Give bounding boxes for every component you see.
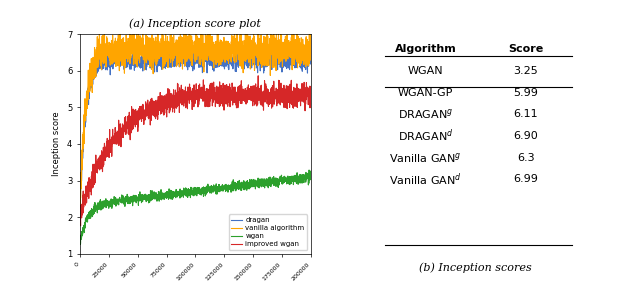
dragan [258,59,266,62]
Legend: dragan, vanilla algorithm, wgan, improved wgan: dragan, vanilla algorithm, wgan, improve… [228,214,307,250]
vanilla algorithm [300,60,308,63]
dragan [307,62,314,65]
vanilla algorithm [300,45,308,48]
vanilla algorithm [76,212,84,215]
Line: vanilla algorithm: vanilla algorithm [80,25,310,214]
vanilla algorithm [88,58,96,61]
wgan [188,190,196,193]
wgan [258,180,266,184]
Text: (b) Inception scores: (b) Inception scores [419,262,532,273]
improved wgan [182,95,190,98]
vanilla algorithm [258,49,266,53]
vanilla algorithm [188,62,196,65]
Y-axis label: Inception score: Inception score [52,112,61,176]
improved wgan [188,91,196,95]
improved wgan [77,224,84,227]
wgan [77,243,84,246]
vanilla algorithm [277,23,285,27]
Line: improved wgan: improved wgan [80,76,310,226]
improved wgan [258,99,266,103]
dragan [88,79,95,82]
dragan [300,57,308,61]
dragan [182,54,190,57]
improved wgan [254,74,262,78]
improved wgan [300,81,308,84]
wgan [307,177,314,181]
dragan [188,61,196,65]
Title: (a) Inception score plot: (a) Inception score plot [129,19,261,29]
wgan [182,192,190,195]
improved wgan [88,175,96,178]
wgan [76,243,84,246]
Line: wgan: wgan [80,170,310,245]
wgan [305,168,313,172]
wgan [88,211,96,214]
Line: dragan: dragan [80,45,310,204]
improved wgan [300,94,308,98]
wgan [300,173,308,176]
improved wgan [76,211,84,215]
dragan [76,202,84,206]
vanilla algorithm [76,206,84,209]
vanilla algorithm [182,29,190,33]
wgan [300,174,308,178]
dragan [300,60,308,64]
dragan [100,43,108,47]
vanilla algorithm [307,44,314,47]
improved wgan [307,86,314,89]
